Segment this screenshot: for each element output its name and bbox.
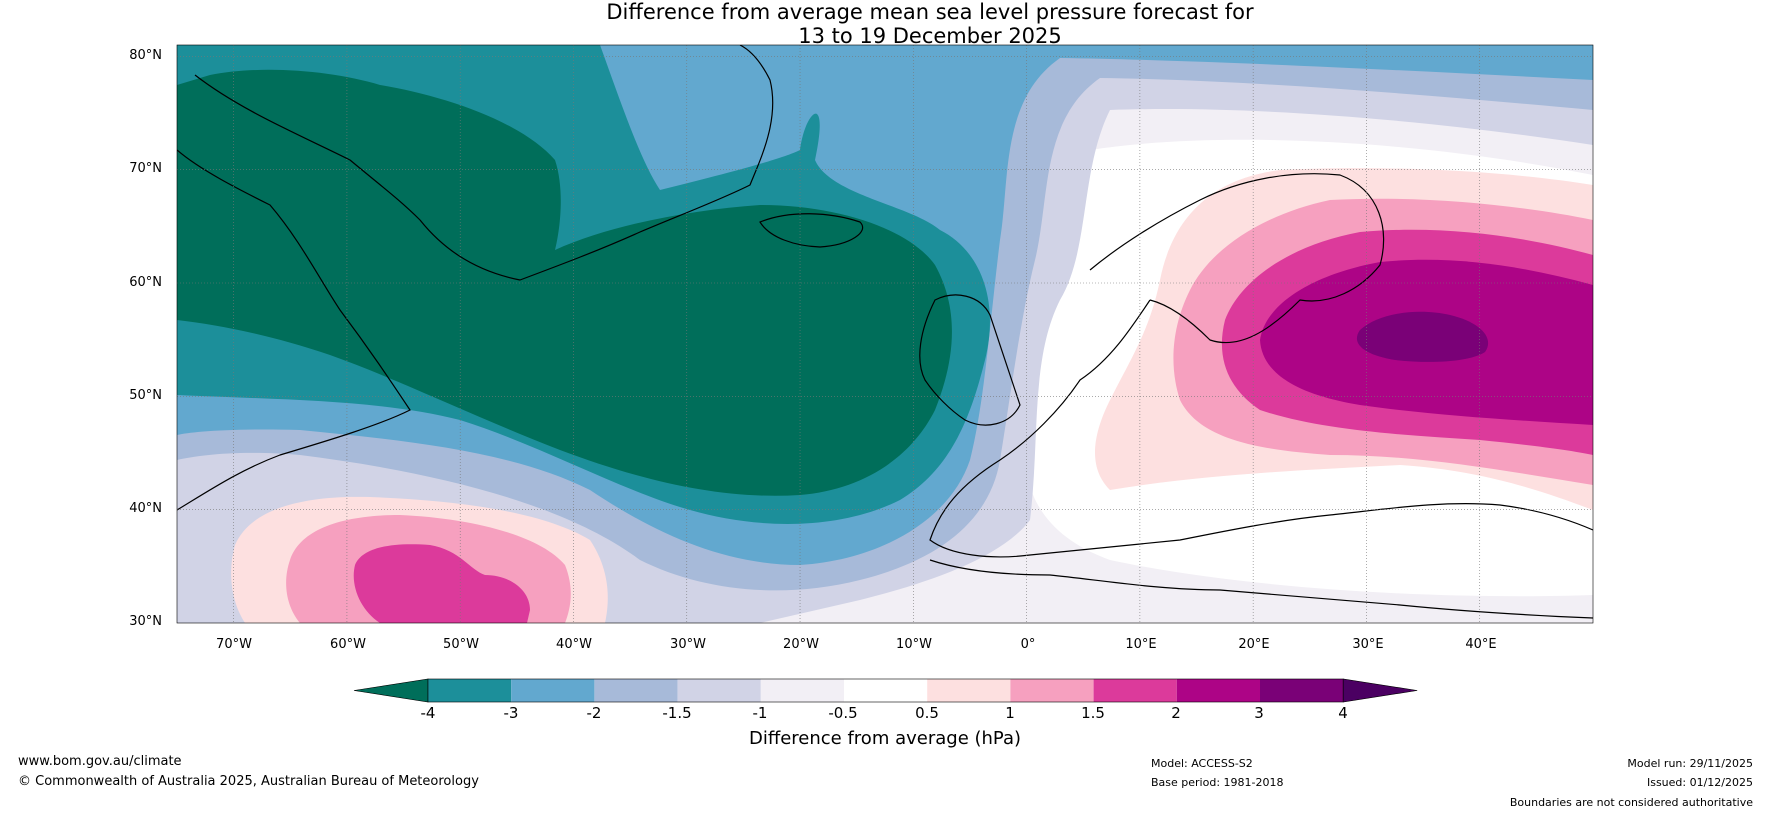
lon-label-20e: 20°E (1238, 637, 1270, 652)
model-text: Model: ACCESS-S2 (1151, 757, 1253, 770)
website-text: www.bom.gov.au/climate (18, 754, 182, 769)
contour-pos-3 (1356, 311, 1489, 362)
lat-label-60n: 60°N (129, 275, 162, 290)
colorbar-extend-high (1342, 678, 1418, 703)
lon-label-30e: 30°E (1352, 637, 1384, 652)
colorbar-tick-label: -2 (586, 704, 602, 722)
base-period-text: Base period: 1981-2018 (1151, 776, 1284, 789)
lon-label-0: 0° (1020, 637, 1036, 652)
lat-label-30n: 30°N (129, 614, 162, 629)
copyright-text: © Commonwealth of Australia 2025, Austra… (18, 774, 479, 789)
iceland-coast (759, 213, 864, 248)
colorbar-tick-label: 3 (1254, 704, 1264, 722)
colorbar-tick-label: 1 (1005, 704, 1015, 722)
colorbar-tick-label: -1.5 (662, 704, 692, 722)
lon-label-50w: 50°W (443, 637, 479, 652)
lon-label-70w: 70°W (216, 637, 252, 652)
lat-label-50n: 50°N (129, 388, 162, 403)
colorbar-tick-label: -4 (420, 704, 436, 722)
lat-label-70n: 70°N (129, 161, 162, 176)
colorbar-tick-label: -0.5 (828, 704, 858, 722)
scandinavia-coast (1089, 173, 1385, 344)
colorbar-segment (1260, 679, 1344, 702)
issued-text: Issued: 01/12/2025 (1646, 776, 1753, 789)
map-frame (176, 44, 1594, 624)
lon-label-40w: 40°W (556, 637, 592, 652)
north-america-coast (177, 149, 411, 511)
africa-coast (929, 559, 1593, 619)
colorbar-tick-label: 4 (1338, 704, 1348, 722)
model-run-text: Model run: 29/11/2025 (1627, 757, 1753, 770)
continental-europe-coast (929, 299, 1593, 558)
lon-label-30w: 30°W (670, 637, 706, 652)
colorbar-segment (594, 679, 678, 702)
lon-label-10e: 10°E (1125, 637, 1157, 652)
colorbar (353, 678, 1418, 703)
colorbar-tick-label: -1 (752, 704, 768, 722)
colorbar-outline (427, 678, 1344, 703)
colorbar-tick-label: -3 (503, 704, 519, 722)
title-line-1: Difference from average mean sea level p… (606, 0, 1254, 24)
lat-label-40n: 40°N (129, 501, 162, 516)
colorbar-extend-low (353, 678, 429, 703)
colorbar-tick-label: 2 (1171, 704, 1181, 722)
colorbar-segment (1010, 679, 1094, 702)
lon-label-10w: 10°W (896, 637, 932, 652)
colorbar-segment (677, 679, 761, 702)
lon-label-20w: 20°W (783, 637, 819, 652)
lon-label-40e: 40°E (1465, 637, 1497, 652)
chart-title: Difference from average mean sea level p… (0, 0, 1770, 48)
colorbar-label: Difference from average (hPa) (748, 728, 1022, 749)
colorbar-segment (760, 679, 844, 702)
colorbar-segment (927, 679, 1011, 702)
disclaimer-text: Boundaries are not considered authoritat… (1509, 796, 1753, 809)
colorbar-segment (511, 679, 595, 702)
colorbar-tick-label: 0.5 (915, 704, 939, 722)
british-isles-coast (919, 294, 1021, 426)
colorbar-segment (844, 679, 928, 702)
colorbar-tick-label: 1.5 (1081, 704, 1105, 722)
colorbar-segment (1176, 679, 1260, 702)
lon-label-60w: 60°W (330, 637, 366, 652)
greenland-coast (194, 45, 774, 281)
colorbar-segment (1093, 679, 1177, 702)
map-field (177, 45, 1593, 623)
graticule (177, 45, 1593, 623)
colorbar-segment (428, 679, 512, 702)
lat-label-80n: 80°N (129, 48, 162, 63)
title-line-2: 13 to 19 December 2025 (798, 24, 1062, 48)
contour-atl-1.5 (353, 544, 530, 623)
coastlines (177, 45, 1593, 619)
